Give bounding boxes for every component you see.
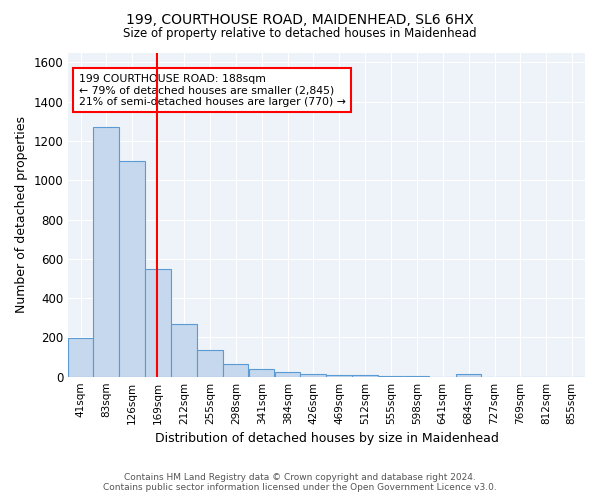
X-axis label: Distribution of detached houses by size in Maidenhead: Distribution of detached houses by size … bbox=[155, 432, 499, 445]
Text: Contains HM Land Registry data © Crown copyright and database right 2024.
Contai: Contains HM Land Registry data © Crown c… bbox=[103, 473, 497, 492]
Bar bbox=[145, 268, 170, 376]
Bar bbox=[456, 374, 481, 376]
Y-axis label: Number of detached properties: Number of detached properties bbox=[15, 116, 28, 313]
Bar bbox=[171, 324, 197, 376]
Bar bbox=[326, 374, 352, 376]
Bar bbox=[119, 160, 145, 376]
Text: 199, COURTHOUSE ROAD, MAIDENHEAD, SL6 6HX: 199, COURTHOUSE ROAD, MAIDENHEAD, SL6 6H… bbox=[126, 12, 474, 26]
Bar bbox=[249, 370, 274, 376]
Bar bbox=[223, 364, 248, 376]
Bar bbox=[197, 350, 223, 376]
Text: Size of property relative to detached houses in Maidenhead: Size of property relative to detached ho… bbox=[123, 28, 477, 40]
Bar bbox=[301, 374, 326, 376]
Bar bbox=[275, 372, 301, 376]
Text: 199 COURTHOUSE ROAD: 188sqm
← 79% of detached houses are smaller (2,845)
21% of : 199 COURTHOUSE ROAD: 188sqm ← 79% of det… bbox=[79, 74, 346, 107]
Bar bbox=[94, 127, 119, 376]
Bar bbox=[68, 338, 94, 376]
Bar bbox=[352, 375, 377, 376]
